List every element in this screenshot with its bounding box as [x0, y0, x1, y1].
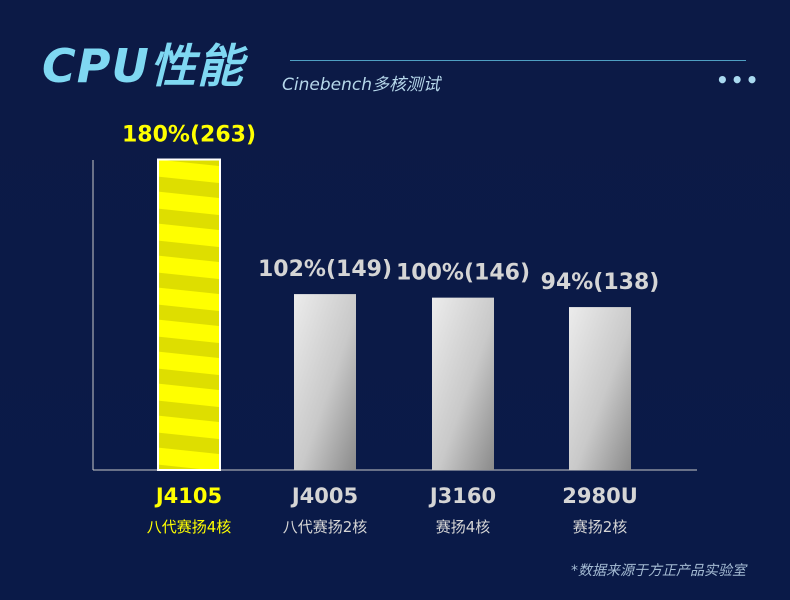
bar-j3160	[432, 297, 494, 470]
data-label: 102%(149)	[258, 257, 392, 282]
page-title: CPU性能	[42, 39, 244, 93]
x-tick-label: 2980U	[562, 484, 638, 508]
x-tick-label: J3160	[428, 484, 496, 508]
x-tick-label: J4005	[290, 484, 358, 508]
x-tick-label: J4105	[154, 484, 222, 508]
bar-j4105	[157, 158, 221, 471]
x-sub-label: 赛扬4核	[436, 518, 491, 536]
x-sub-label: 八代赛扬4核	[147, 518, 232, 536]
bar-2980u	[569, 307, 631, 470]
data-label: 94%(138)	[541, 270, 660, 295]
x-sub-label: 八代赛扬2核	[283, 518, 368, 536]
x-sub-label: 赛扬2核	[573, 518, 628, 536]
bar-j4005	[294, 294, 356, 470]
footnote: *数据来源于方正产品实验室	[571, 563, 746, 579]
title-divider	[290, 60, 746, 61]
more-dots-icon: •••	[716, 68, 761, 92]
page-subtitle: Cinebench多核测试	[282, 75, 440, 95]
data-label: 100%(146)	[396, 261, 530, 286]
data-label: 180%(263)	[122, 123, 256, 148]
